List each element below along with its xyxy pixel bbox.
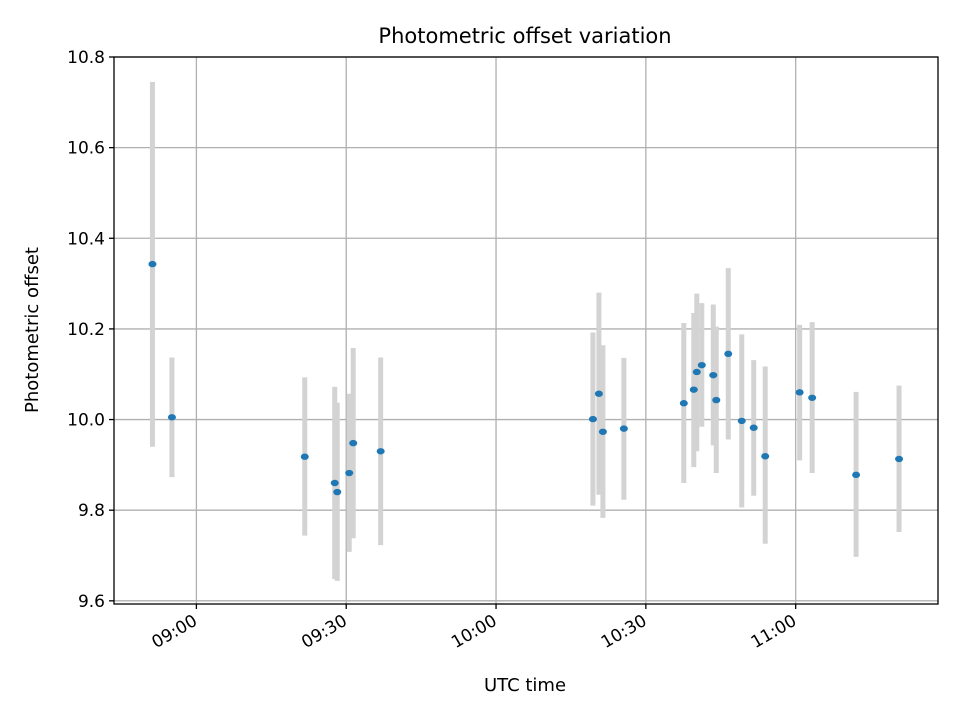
y-axis-title: Photometric offset <box>22 247 43 413</box>
y-tick-label: 10.8 <box>67 48 105 68</box>
data-point <box>795 389 804 396</box>
y-tick-label: 10.0 <box>67 411 105 431</box>
data-point <box>376 448 385 455</box>
data-point <box>692 368 701 376</box>
y-tick-label: 9.6 <box>78 592 105 612</box>
data-point <box>345 469 354 477</box>
data-point <box>349 439 358 447</box>
data-point <box>852 471 861 479</box>
y-tick-label: 10.6 <box>67 139 105 159</box>
data-point <box>598 428 607 435</box>
data-point <box>619 425 628 432</box>
axes-frame <box>113 56 939 605</box>
data-point <box>895 455 904 463</box>
data-point <box>330 479 339 487</box>
data-point <box>724 350 733 358</box>
data-point <box>737 417 746 425</box>
data-point <box>709 371 718 379</box>
data-point <box>588 415 597 423</box>
y-tick-label: 9.8 <box>78 501 105 521</box>
data-point <box>761 453 770 460</box>
data-point <box>808 394 817 401</box>
y-tick-label: 10.2 <box>67 320 105 340</box>
data-point <box>148 260 157 268</box>
data-point <box>712 396 721 404</box>
data-point <box>333 488 342 496</box>
data-point <box>697 361 706 369</box>
chart-title: Photometric offset variation <box>378 24 671 48</box>
data-point <box>300 453 309 460</box>
data-point <box>749 424 758 431</box>
data-point <box>689 386 698 393</box>
data-point <box>594 390 603 397</box>
data-point <box>167 414 176 421</box>
data-point <box>679 400 688 407</box>
data-points <box>148 260 904 496</box>
x-axis-title: UTC time <box>484 675 566 696</box>
y-tick-label: 10.4 <box>67 229 105 249</box>
